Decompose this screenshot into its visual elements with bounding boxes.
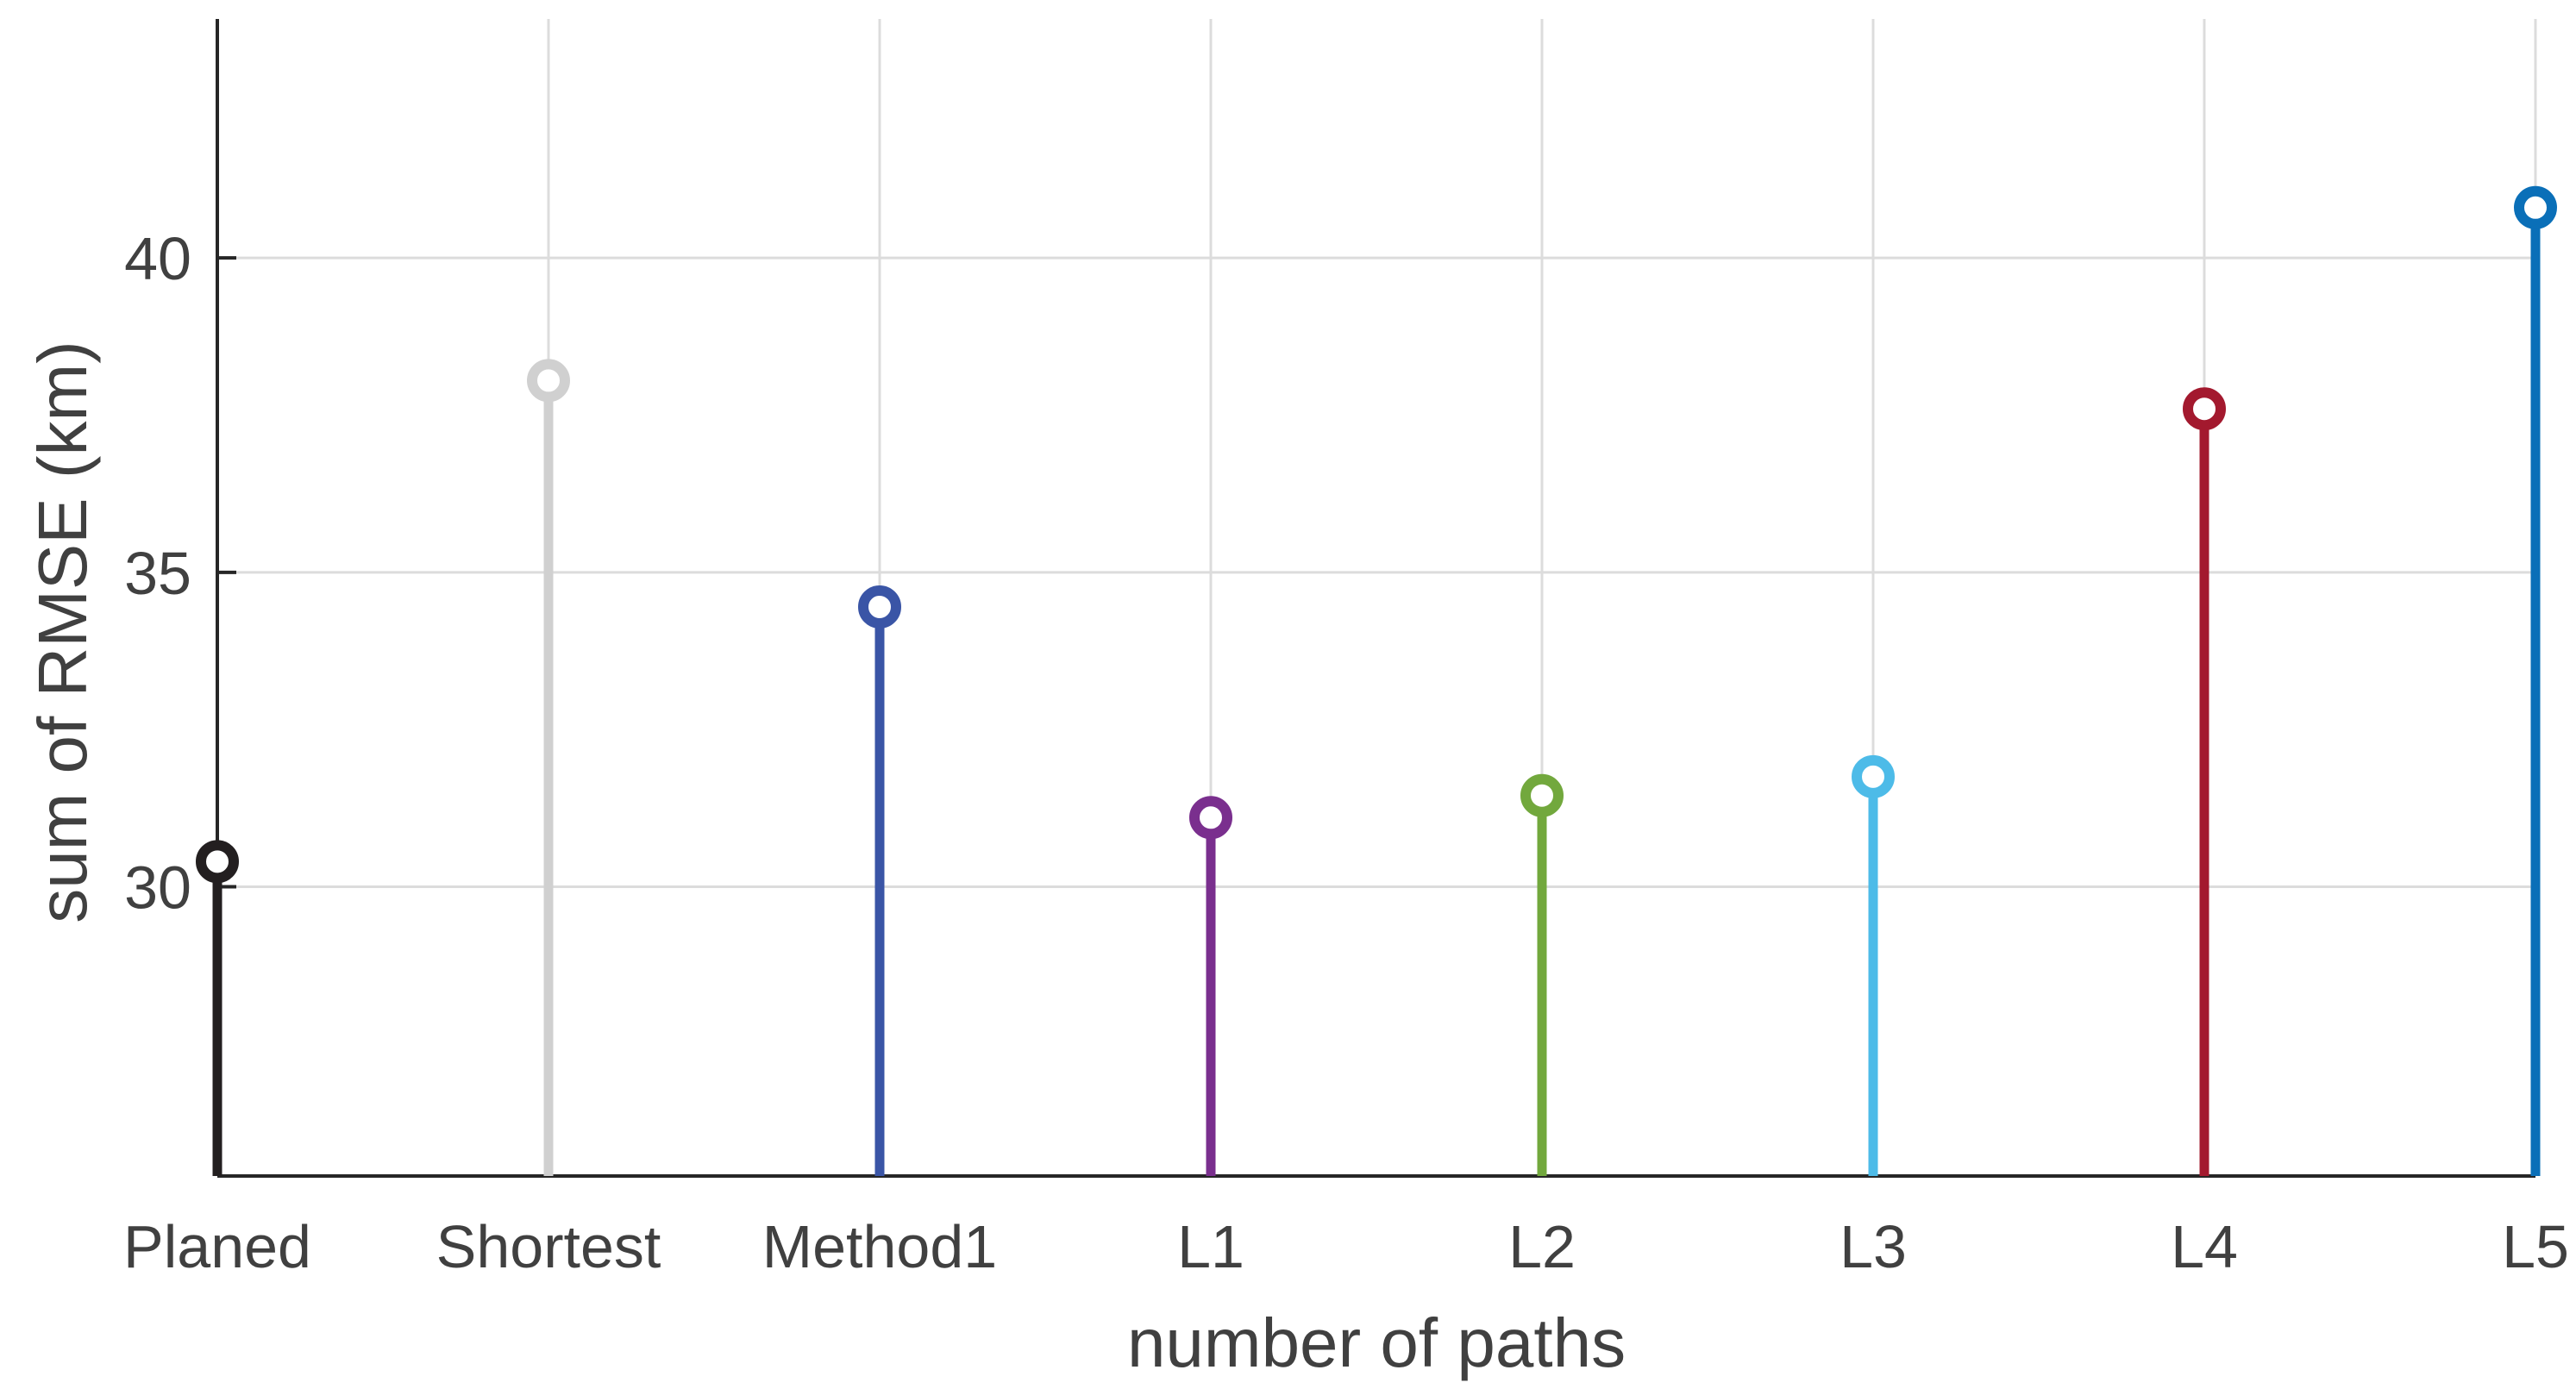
stem-marker xyxy=(196,840,239,884)
x-tick-label: Planed xyxy=(123,1213,311,1280)
stem-marker xyxy=(2183,387,2226,431)
y-tick-labels: 30 35 40 xyxy=(124,225,191,921)
grid-lines xyxy=(216,19,2537,1176)
stem-marker xyxy=(1520,773,1564,817)
y-tick-label: 30 xyxy=(124,854,191,922)
x-tick-label: L5 xyxy=(2502,1213,2569,1280)
y-axis-label: sum of RMSE (km) xyxy=(24,341,101,923)
x-tick-label: L1 xyxy=(1177,1213,1244,1280)
axes xyxy=(216,19,2537,1178)
y-tick-label: 40 xyxy=(124,225,191,292)
stem-marker xyxy=(858,585,901,629)
x-tick-label: L4 xyxy=(2171,1213,2238,1280)
stem-marker xyxy=(527,359,570,403)
y-tick-label: 35 xyxy=(124,540,191,607)
x-tick-label: L3 xyxy=(1840,1213,1907,1280)
stem-marker xyxy=(1852,754,1895,798)
stem-marker xyxy=(2514,185,2557,229)
x-tick-label: L2 xyxy=(1508,1213,1576,1280)
x-tick-labels: Planed Shortest Method1 L1 L2 L3 L4 L5 xyxy=(123,1213,2569,1280)
stems xyxy=(196,185,2557,1176)
x-axis-label: number of paths xyxy=(1127,1304,1626,1381)
x-tick-label: Method1 xyxy=(762,1213,997,1280)
stem-marker xyxy=(1189,796,1232,840)
x-tick-label: Shortest xyxy=(436,1213,661,1280)
